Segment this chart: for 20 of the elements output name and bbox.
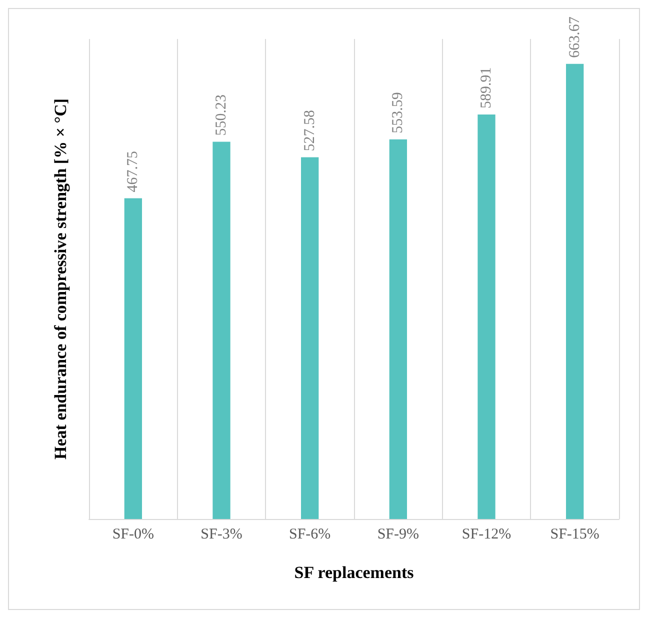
data-label: 467.75 (125, 151, 142, 192)
bar (124, 198, 142, 519)
data-label: 550.23 (214, 94, 230, 136)
bar (212, 142, 230, 519)
x-axis-title: SF replacements (294, 563, 414, 582)
x-tick-label: SF-9% (377, 526, 420, 542)
x-tick-label: SF-0% (112, 526, 154, 542)
bar (478, 114, 496, 519)
x-tick-label: SF-3% (200, 526, 242, 542)
y-axis-title: Heat endurance of compressive strength [% × °C] (51, 98, 70, 460)
x-tick-label: SF-6% (288, 526, 331, 542)
data-label: 589.91 (478, 67, 494, 108)
data-label: 663.67 (566, 16, 583, 58)
bar (389, 139, 407, 519)
data-label: 553.59 (390, 92, 406, 134)
bar (301, 157, 319, 519)
data-label: 527.58 (302, 110, 318, 152)
x-tick-label: SF-12% (462, 526, 512, 542)
x-tick-label: SF-15% (550, 526, 600, 542)
bar (566, 64, 584, 519)
